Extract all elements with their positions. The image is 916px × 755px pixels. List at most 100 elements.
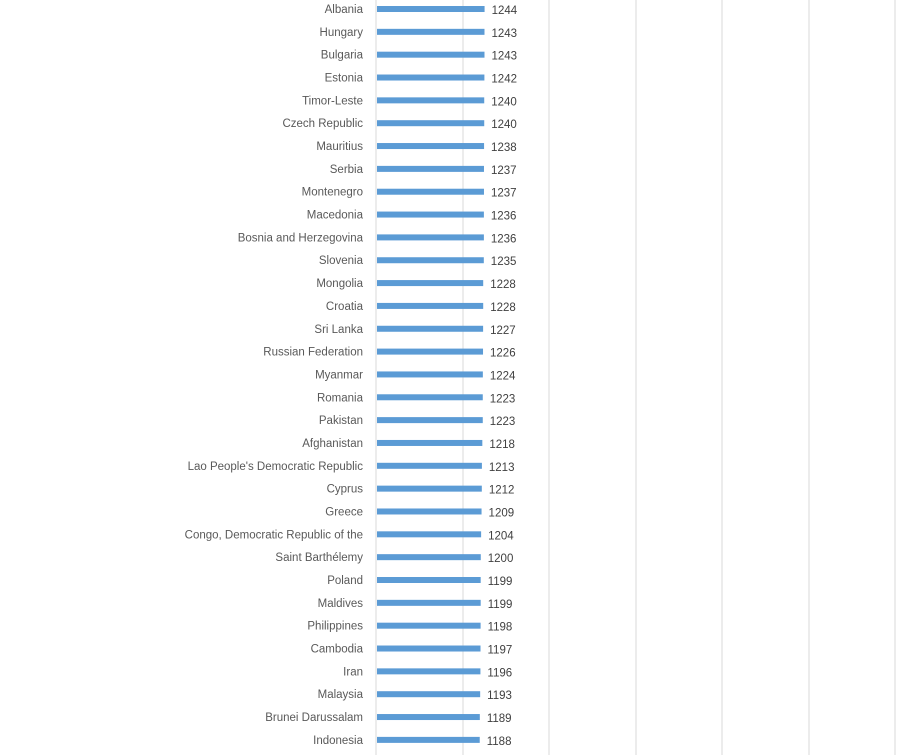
bar	[377, 51, 485, 58]
bar	[377, 599, 481, 606]
bar	[377, 120, 485, 127]
category-labels: Albania Hungary Bulgaria Estonia Timor-Leste…	[185, 4, 364, 747]
category-label: Czech Republic	[282, 118, 363, 130]
bar	[377, 348, 484, 355]
category-label: Brunei Darussalam	[265, 712, 363, 724]
value-label: 1243	[491, 51, 517, 63]
value-label: 1238	[491, 142, 517, 154]
value-label: 1236	[491, 211, 517, 223]
category-label: Afghanistan	[302, 438, 363, 450]
category-label: Saint Barthélemy	[275, 552, 363, 564]
category-label: Hungary	[320, 27, 364, 39]
bar	[377, 97, 485, 104]
category-label: Timor-Leste	[302, 95, 363, 107]
bar	[377, 691, 481, 698]
value-label: 1188	[487, 736, 512, 748]
bar	[377, 74, 485, 81]
bars	[377, 6, 485, 743]
bar	[377, 188, 484, 195]
bar	[377, 234, 484, 241]
category-label: Malaysia	[318, 689, 364, 701]
category-label: Poland	[327, 575, 363, 587]
bar	[377, 371, 483, 378]
category-label: Cyprus	[327, 484, 364, 496]
bar	[377, 577, 481, 583]
value-label: 1236	[491, 233, 517, 245]
category-label: Croatia	[326, 301, 364, 313]
category-label: Bulgaria	[321, 50, 364, 62]
category-label: Slovenia	[319, 255, 364, 267]
value-label: 1189	[487, 713, 512, 725]
value-label: 1224	[490, 370, 516, 382]
gridlines	[375, 0, 896, 755]
value-label: 1197	[488, 645, 513, 657]
bar	[377, 439, 483, 446]
value-label: 1243	[491, 28, 517, 40]
value-label: 1200	[488, 553, 514, 565]
value-label: 1213	[489, 462, 515, 474]
value-label: 1218	[489, 439, 515, 451]
bar	[377, 143, 485, 150]
category-label: Philippines	[307, 621, 363, 633]
category-label: Mauritius	[316, 141, 363, 153]
bar	[377, 165, 484, 172]
bar	[377, 668, 481, 675]
category-label: Iran	[343, 666, 363, 678]
value-label: 1228	[490, 302, 516, 314]
category-label: Serbia	[330, 164, 364, 176]
value-label: 1227	[490, 325, 516, 337]
category-label: Romania	[317, 392, 364, 404]
category-label: Cambodia	[311, 644, 364, 656]
value-label: 1240	[491, 96, 517, 108]
category-label: Bosnia and Herzegovina	[238, 232, 364, 244]
value-label: 1209	[489, 507, 515, 519]
bar	[377, 280, 484, 287]
category-label: Russian Federation	[263, 347, 363, 359]
category-label: Albania	[325, 4, 364, 16]
value-label: 1198	[488, 622, 513, 634]
bar	[377, 645, 481, 652]
category-label: Maldives	[318, 598, 364, 610]
category-label: Pakistan	[319, 415, 363, 427]
value-label: 1199	[488, 599, 513, 611]
bar	[377, 508, 482, 515]
category-label: Montenegro	[302, 187, 363, 199]
bar	[377, 462, 482, 469]
bar	[377, 28, 485, 35]
value-label: 1196	[487, 667, 512, 679]
category-label: Mongolia	[316, 278, 363, 290]
value-label: 1204	[488, 530, 514, 542]
category-label: Indonesia	[313, 735, 363, 747]
value-label: 1212	[489, 485, 515, 497]
category-label: Lao People's Democratic Republic	[188, 461, 364, 473]
bar	[377, 211, 484, 218]
value-label: 1226	[490, 348, 516, 360]
category-label: Greece	[325, 506, 363, 518]
category-label: Congo, Democratic Republic of the	[185, 529, 363, 541]
bar	[377, 325, 484, 332]
bar	[377, 394, 483, 401]
bar	[377, 714, 480, 721]
bar	[377, 622, 481, 629]
bar	[377, 257, 484, 264]
value-label: 1235	[491, 256, 517, 268]
bar	[377, 485, 482, 492]
value-label: 1223	[490, 393, 516, 405]
value-label: 1199	[488, 576, 513, 588]
value-label: 1242	[491, 74, 517, 86]
bar	[377, 736, 480, 743]
value-label: 1228	[490, 279, 516, 291]
value-label: 1244	[492, 5, 518, 17]
value-label: 1240	[491, 119, 517, 131]
bar	[377, 531, 482, 538]
value-labels: 1244 1243 1243 1242 1240 1240 1238 1237 1237 1236…	[487, 5, 518, 748]
bar	[377, 417, 483, 424]
bar	[377, 302, 484, 309]
category-label: Estonia	[325, 73, 364, 85]
value-label: 1223	[490, 416, 516, 428]
category-label: Macedonia	[307, 210, 364, 222]
value-label: 1237	[491, 188, 517, 200]
bar	[377, 6, 485, 12]
bar	[377, 554, 481, 561]
